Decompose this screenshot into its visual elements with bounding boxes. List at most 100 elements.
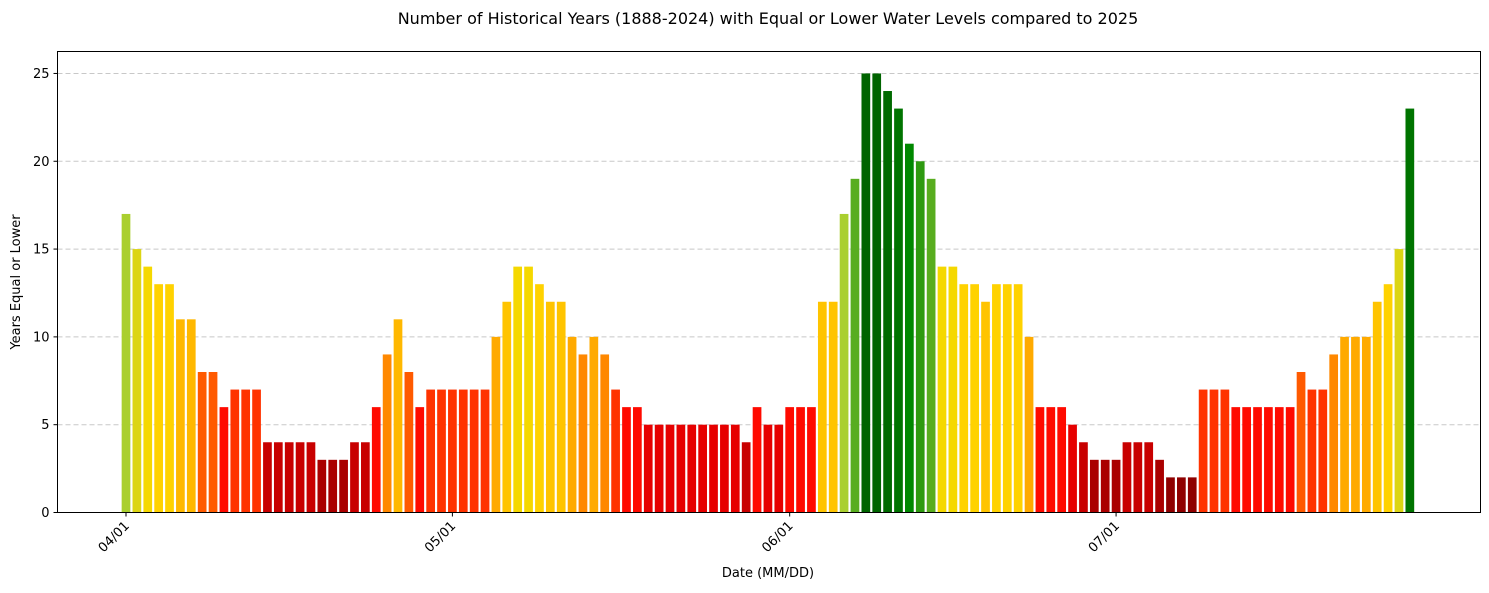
bar	[1405, 108, 1415, 513]
y-tick-label: 5	[41, 418, 49, 433]
bar	[491, 336, 501, 513]
y-axis: 0 5 10 15 20 25	[33, 67, 58, 521]
x-axis-label: Date (MM/DD)	[722, 566, 814, 581]
bar	[1340, 336, 1349, 513]
bar	[665, 424, 675, 513]
bar	[1351, 336, 1360, 513]
bar	[415, 407, 425, 513]
bar	[1122, 442, 1132, 513]
bar	[252, 389, 261, 513]
bar	[915, 161, 925, 513]
bar	[709, 424, 718, 513]
bar	[426, 389, 435, 513]
bar	[556, 301, 566, 513]
bar	[1242, 407, 1251, 513]
bar	[230, 389, 240, 513]
x-tick-label: 06/01	[759, 519, 796, 556]
bar	[1394, 249, 1404, 513]
bar	[1068, 424, 1077, 513]
bar	[1307, 389, 1317, 513]
bar	[361, 442, 370, 513]
bar	[208, 372, 218, 513]
bar	[817, 301, 827, 513]
bar	[1209, 389, 1219, 513]
bar	[567, 336, 577, 513]
bar	[284, 442, 294, 513]
bar	[1383, 284, 1393, 513]
bar	[317, 459, 327, 513]
bar	[219, 407, 229, 513]
bar	[578, 354, 588, 513]
bar	[350, 442, 359, 513]
bar	[295, 442, 305, 513]
bar	[1111, 459, 1121, 513]
bar	[241, 389, 251, 513]
bar	[502, 301, 512, 513]
bar	[872, 73, 882, 513]
bar	[1100, 459, 1110, 513]
bar	[1166, 477, 1175, 513]
bar	[1144, 442, 1154, 513]
bar	[1187, 477, 1197, 513]
bar	[894, 108, 903, 513]
bar	[1318, 389, 1328, 513]
bar	[654, 424, 664, 513]
bar	[1155, 459, 1164, 513]
bar	[448, 389, 457, 513]
bar	[1253, 407, 1262, 513]
bar	[850, 178, 860, 513]
bar	[828, 301, 838, 513]
bar	[752, 407, 762, 513]
bar	[1274, 407, 1284, 513]
bar	[176, 319, 185, 513]
bar	[807, 407, 816, 513]
bar	[371, 407, 381, 513]
bar	[1231, 407, 1241, 513]
bar	[763, 424, 773, 513]
bar	[1133, 442, 1143, 513]
bar	[741, 442, 751, 513]
bar	[437, 389, 446, 513]
chart-title: Number of Historical Years (1888-2024) w…	[398, 9, 1139, 28]
bar	[1329, 354, 1339, 513]
bar	[393, 319, 403, 513]
bar	[589, 336, 599, 513]
bar	[926, 178, 936, 513]
bar	[1089, 459, 1099, 513]
grid-lines	[57, 72, 1481, 426]
bar	[197, 372, 207, 513]
x-axis: 04/01 05/01 06/01 07/01	[96, 512, 1123, 556]
bar	[186, 319, 196, 513]
bar	[1198, 389, 1208, 513]
bar	[1057, 407, 1067, 513]
bar	[839, 213, 849, 513]
bar	[1024, 336, 1034, 513]
y-tick-label: 20	[33, 155, 50, 170]
bar	[273, 442, 283, 513]
bar	[687, 424, 697, 513]
bar	[970, 284, 979, 513]
y-axis-label: Years Equal or Lower	[9, 214, 24, 351]
x-tick-label: 04/01	[96, 519, 133, 556]
bar	[796, 407, 805, 513]
bar	[1296, 372, 1306, 513]
bar	[622, 407, 631, 513]
x-tick-label: 05/01	[422, 519, 459, 556]
bar	[404, 372, 414, 513]
bar	[959, 284, 969, 513]
bar	[545, 301, 555, 513]
bar	[121, 213, 131, 513]
bar	[132, 249, 142, 513]
bar	[1372, 301, 1382, 513]
bar	[458, 389, 468, 513]
bar	[1177, 477, 1186, 513]
bar	[1079, 442, 1088, 513]
bar	[480, 389, 490, 513]
bar	[1264, 407, 1273, 513]
y-tick-label: 25	[33, 67, 50, 82]
bar	[1002, 284, 1012, 513]
bar	[883, 91, 892, 513]
bar	[306, 442, 316, 513]
bar	[1220, 389, 1230, 513]
